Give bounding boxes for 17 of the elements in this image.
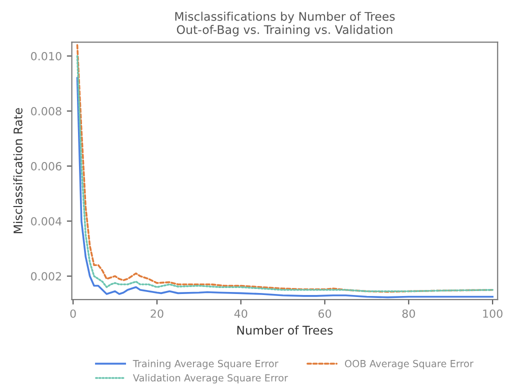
legend-label: OOB Average Square Error <box>344 360 474 370</box>
legend-label: Validation Average Square Error <box>132 374 288 384</box>
x-tick-label: 0 <box>70 309 76 318</box>
y-tick-label: 0.004 <box>31 217 62 226</box>
x-tick-label: 60 <box>318 309 332 318</box>
y-tick-label: 0.010 <box>31 52 62 60</box>
x-tick-label: 100 <box>483 309 502 318</box>
x-tick-label: 40 <box>234 309 248 318</box>
x-tick-label: 80 <box>402 309 416 318</box>
chart-title: Misclassifications by Number of Trees Out-of-Bag vs. Training vs. Validation <box>175 12 395 36</box>
x-tick-label: 20 <box>150 309 164 318</box>
y-tick-label: 0.006 <box>31 162 62 170</box>
legend-label: Training Average Square Error <box>132 360 278 370</box>
y-tick-label: 0.008 <box>31 107 62 116</box>
x-axis-title: Number of Trees <box>237 326 333 335</box>
y-axis-title: Misclassification Rate <box>13 108 22 234</box>
y-tick-label: 0.002 <box>31 272 61 281</box>
